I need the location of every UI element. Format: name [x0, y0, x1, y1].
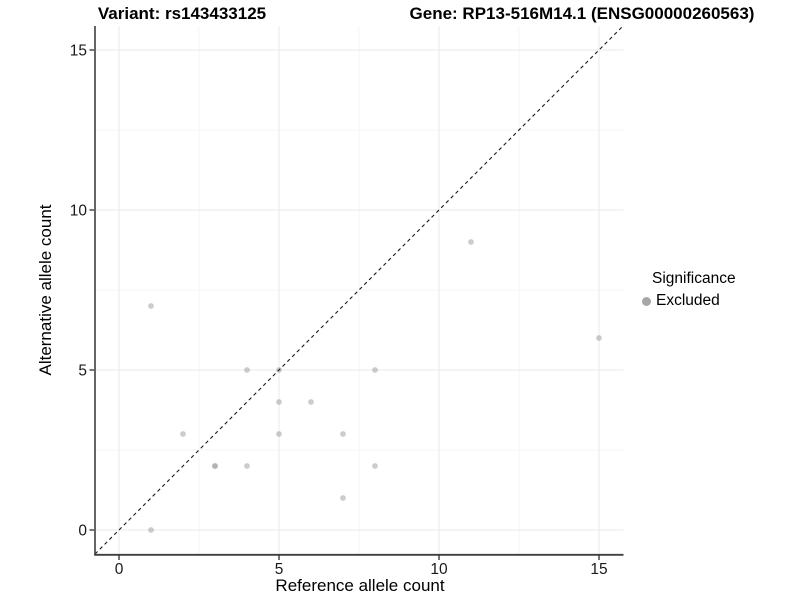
legend: Significance Excluded: [642, 270, 736, 310]
data-point: [148, 303, 154, 309]
data-point: [276, 431, 282, 437]
data-point: [468, 239, 474, 245]
data-point: [180, 431, 186, 437]
legend-item-excluded: Excluded: [642, 292, 736, 310]
identity-line: [94, 25, 624, 555]
x-tick-label: 0: [115, 561, 124, 578]
x-tick-label: 5: [275, 561, 284, 578]
y-tick-label: 10: [70, 203, 88, 220]
data-point: [340, 495, 346, 501]
y-tick-label: 5: [78, 363, 87, 380]
legend-item-label: Excluded: [656, 292, 720, 309]
data-point: [212, 463, 218, 469]
excluded-point-icon: [642, 296, 651, 306]
y-axis-title: Alternative allele count: [36, 204, 55, 376]
x-tick-label: 10: [430, 561, 448, 578]
data-point: [244, 367, 250, 373]
x-tick-label: 15: [590, 561, 607, 578]
data-point: [276, 399, 282, 405]
data-point: [340, 431, 346, 437]
x-axis-title: Reference allele count: [275, 576, 445, 595]
y-tick-label: 0: [78, 523, 87, 540]
data-point: [308, 399, 314, 405]
data-point: [244, 463, 250, 469]
variant-title: Variant: rs143433125: [97, 4, 267, 23]
data-point: [372, 463, 378, 469]
y-tick-label: 15: [70, 43, 87, 60]
data-point: [148, 527, 154, 533]
gene-title: Gene: RP13-516M14.1 (ENSG00000260563): [409, 4, 755, 23]
data-point: [372, 367, 378, 373]
legend-title: Significance: [652, 270, 736, 287]
data-point: [596, 335, 602, 341]
